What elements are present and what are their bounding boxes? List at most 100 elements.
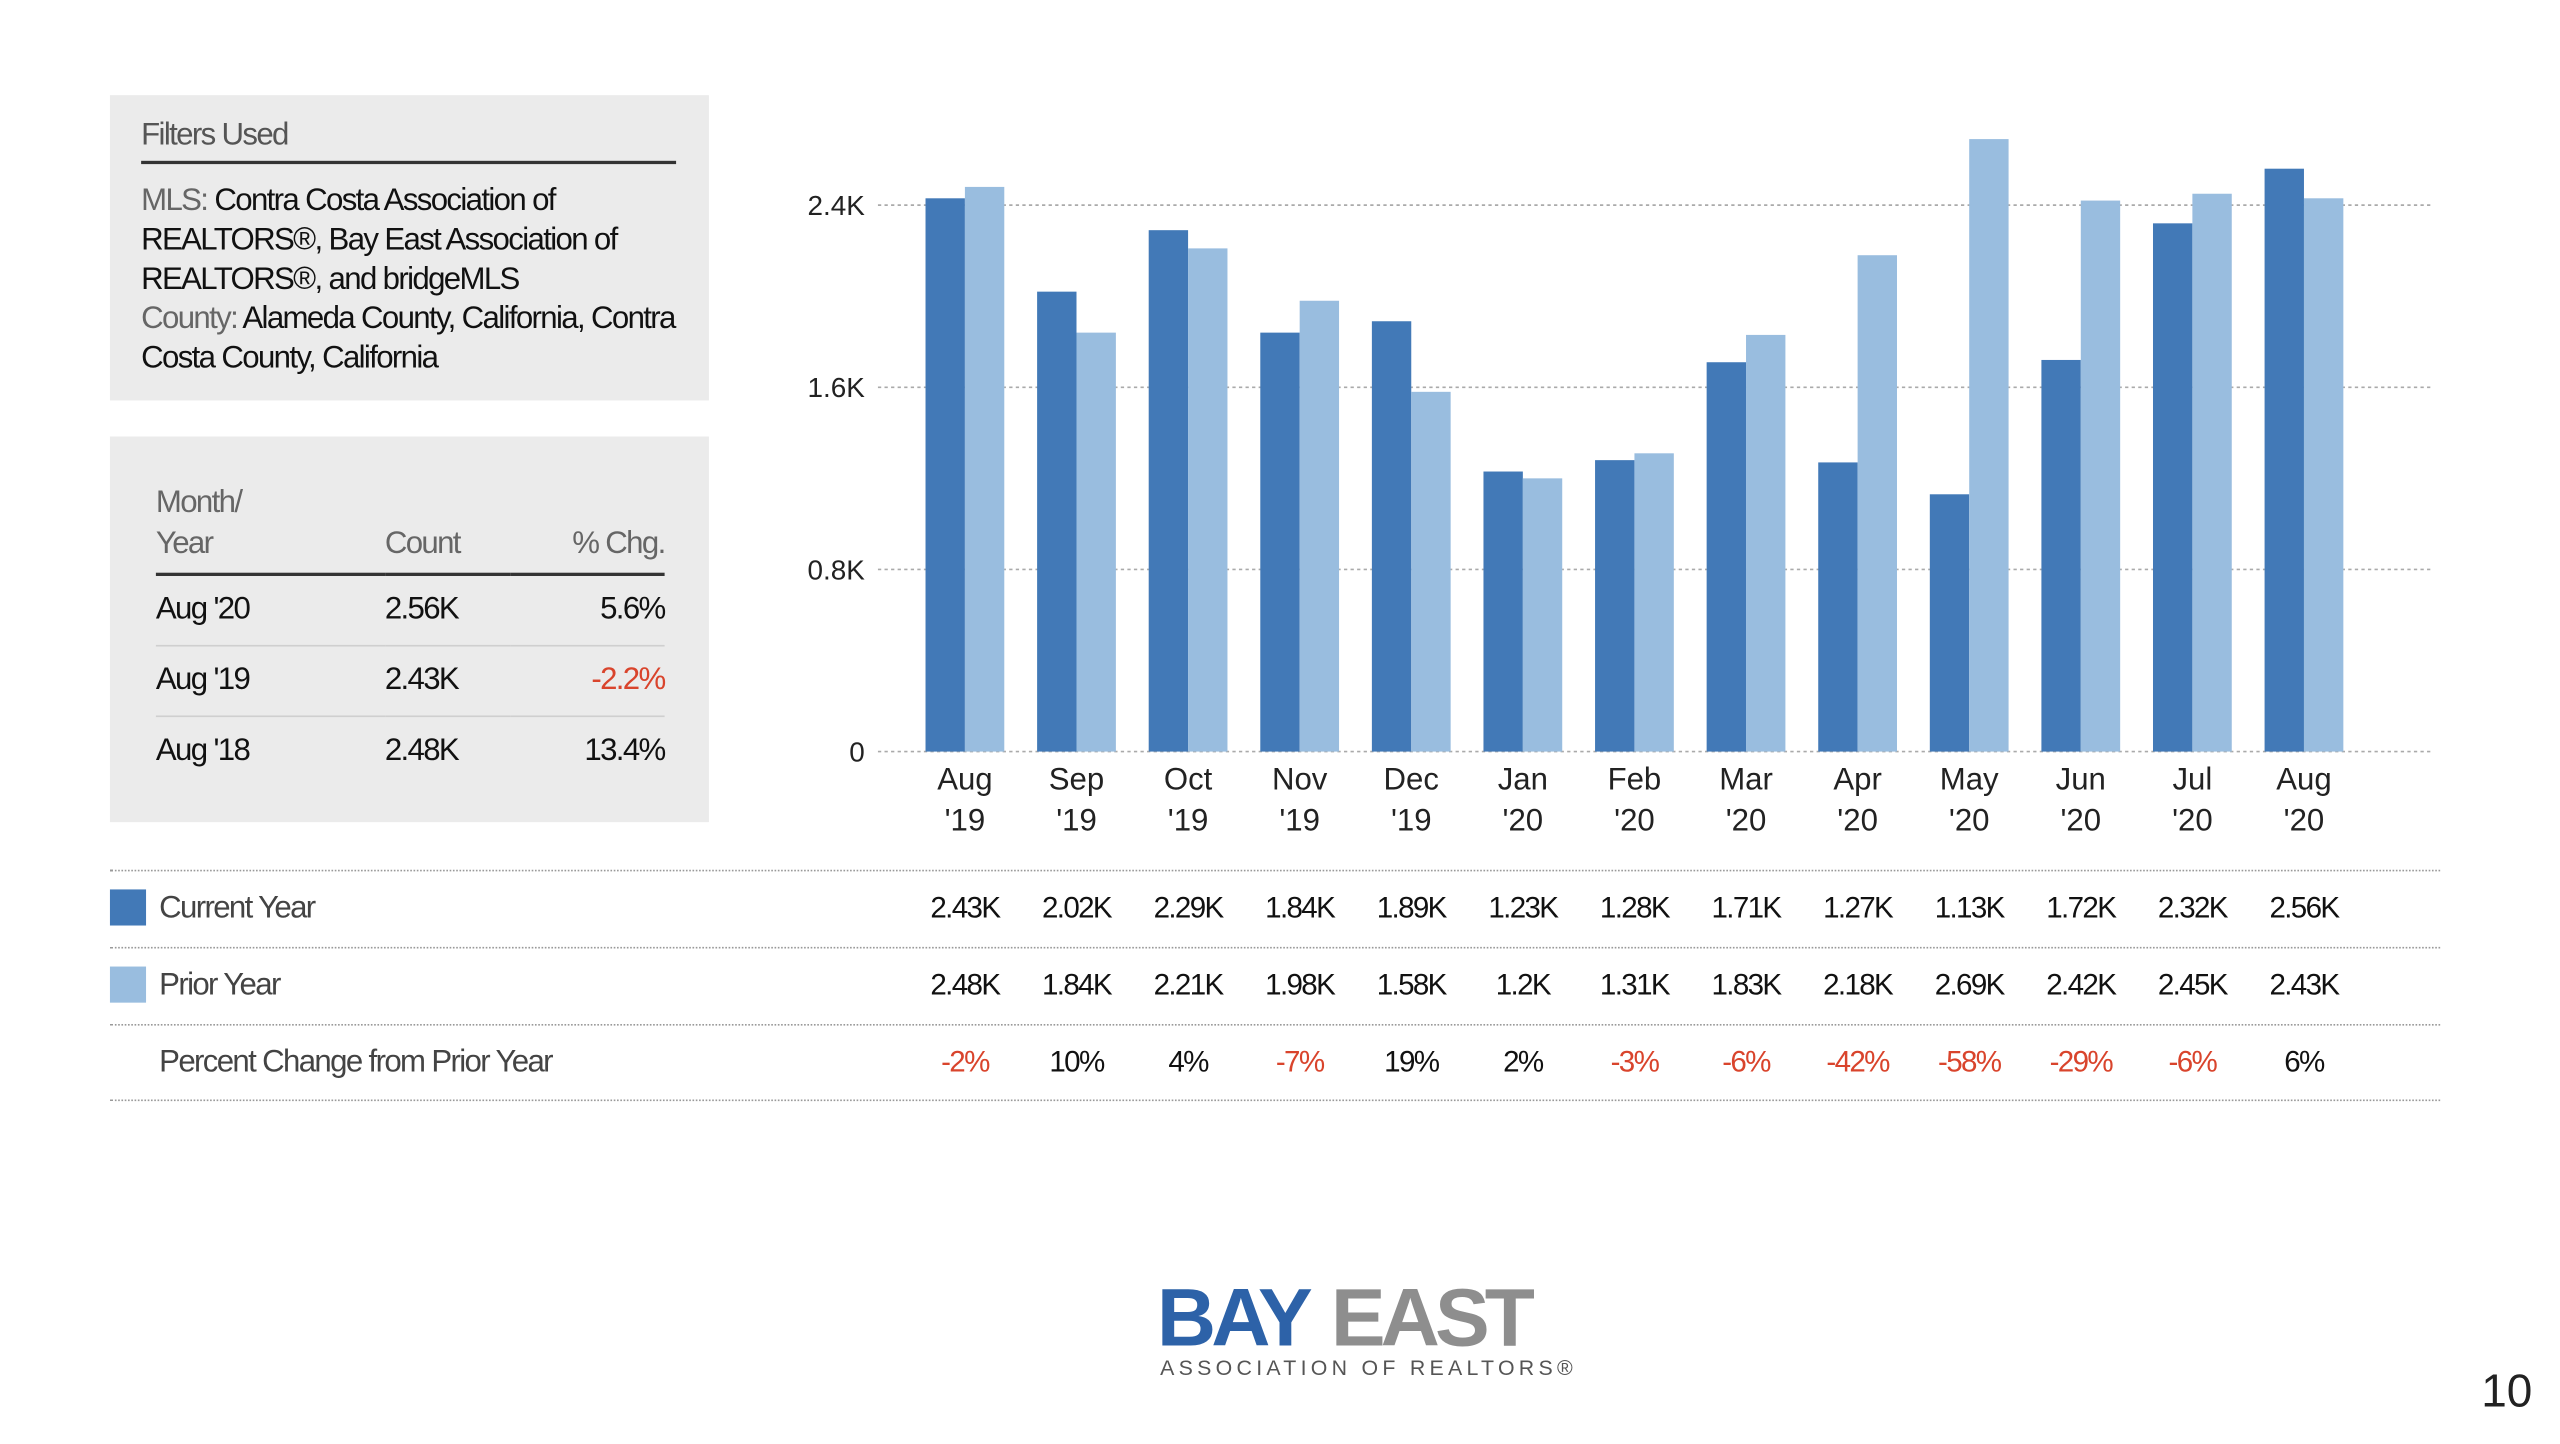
county-value: Alameda County, California, Contra Costa…: [141, 301, 676, 376]
bar-prior-year: [1857, 255, 1897, 752]
table-cell: 1.27K: [1823, 891, 1894, 924]
percent-change-row: Percent Change from Prior Year -2% 10% 4% -…: [109, 1023, 2441, 1102]
table-cell: -3%: [1610, 1045, 1660, 1079]
summary-count: 2.48K: [384, 733, 460, 768]
x-tick-label: Nov: [1272, 761, 1328, 796]
bar-current-year: [1483, 471, 1523, 752]
x-tick-label: '20: [1503, 802, 1544, 837]
bar-current-year: [1260, 332, 1300, 752]
bar-current-year: [1929, 494, 1970, 752]
table-cell: 1.28K: [1599, 891, 1671, 924]
table-cell: 10%: [1049, 1045, 1105, 1079]
summary-panel: Month/Year Count % Chg. Aug '20 2.56K 5.…: [109, 436, 709, 823]
x-tick-label: Apr: [1833, 761, 1881, 796]
prior-year-row: Prior Year 2.48K 1.84K 2.21K 1.98K 1.58K 1.2K…: [109, 946, 2441, 1024]
x-tick-label: Sep: [1049, 761, 1104, 796]
prior-year-label: Prior Year: [159, 968, 281, 1003]
x-tick-label: '19: [1056, 802, 1097, 837]
table-cell: 2.02K: [1041, 891, 1113, 924]
summary-row: Aug '19 2.43K -2.2%: [155, 645, 666, 718]
x-tick-label: '20: [1949, 802, 1990, 837]
x-tick-label: Aug: [937, 761, 992, 796]
y-tick-label: 0.8K: [807, 554, 865, 585]
table-cell: 4%: [1168, 1045, 1209, 1079]
summary-month: Aug '19: [155, 645, 385, 718]
logo-bay: BAY: [1157, 1273, 1312, 1363]
x-tick-label: '19: [945, 802, 986, 837]
bar-current-year: [2152, 223, 2193, 752]
table-cell: 1.84K: [1265, 891, 1336, 924]
bar-prior-year: [1299, 300, 1340, 752]
bar-prior-year: [1522, 478, 1563, 752]
mls-label: MLS:: [141, 183, 209, 219]
x-tick-label: '20: [1837, 802, 1878, 837]
table-cell: 2.48K: [930, 968, 1001, 1002]
current-year-row: Current Year 2.43K 2.02K 2.29K 1.84K 1.89K 1.…: [109, 869, 2441, 947]
x-tick-label: '20: [2172, 802, 2213, 837]
prior-year-swatch: [109, 966, 147, 1003]
table-cell: 2%: [1503, 1045, 1544, 1079]
table-cell: 2.21K: [1153, 968, 1225, 1002]
table-cell: 2.18K: [1823, 968, 1894, 1002]
table-cell: 2.43K: [930, 891, 1001, 924]
bar-current-year: [1371, 321, 1412, 752]
summary-month: Aug '20: [155, 574, 385, 647]
table-cell: -7%: [1275, 1045, 1325, 1079]
bar-prior-year: [2080, 200, 2121, 752]
table-cell: 2.69K: [1934, 968, 2006, 1002]
x-tick-label: '19: [1391, 802, 1432, 837]
x-tick-label: Aug: [2276, 761, 2331, 796]
summary-header-count: Count: [384, 482, 511, 576]
mls-value: Contra Costa Association of REALTORS®, B…: [141, 183, 618, 298]
bar-prior-year: [2192, 193, 2232, 752]
table-cell: 6%: [2284, 1045, 2325, 1079]
county-label: County:: [141, 301, 239, 337]
x-tick-label: '20: [2060, 802, 2101, 837]
y-tick-label: 0: [849, 736, 865, 767]
table-cell: 2.45K: [2157, 968, 2229, 1002]
table-cell: 2.32K: [2157, 891, 2229, 924]
bar-prior-year: [964, 186, 1005, 752]
summary-header-row: Month/Year Count % Chg.: [155, 482, 666, 576]
bar-prior-year: [1634, 453, 1674, 752]
bar-current-year: [2041, 359, 2081, 752]
x-tick-label: Oct: [1164, 761, 1213, 796]
x-tick-label: '19: [1279, 802, 1320, 837]
table-cell: 1.2K: [1495, 968, 1552, 1002]
table-cell: 1.83K: [1711, 968, 1783, 1002]
filters-panel: Filters Used MLS: Contra Costa Associati…: [109, 95, 709, 401]
table-cell: -2%: [941, 1045, 990, 1079]
bar-prior-year: [1746, 334, 1786, 752]
summary-count: 2.56K: [384, 574, 511, 647]
chart-data-table: Current Year 2.43K 2.02K 2.29K 1.84K 1.89K 1.…: [109, 869, 2441, 1102]
table-cell: 19%: [1384, 1045, 1440, 1079]
x-tick-label: Feb: [1608, 761, 1662, 796]
x-tick-label: May: [1940, 761, 1999, 796]
table-cell: 1.84K: [1041, 968, 1113, 1002]
page-number: 10: [2481, 1365, 2533, 1417]
summary-pct: 13.4%: [584, 733, 666, 768]
summary-month: Aug '18: [155, 733, 251, 768]
filters-county: County: Alameda County, California, Cont…: [141, 300, 676, 379]
table-cell: 2.43K: [2269, 968, 2340, 1002]
logo-tagline: ASSOCIATION OF REALTORS®: [1160, 1356, 1577, 1380]
x-tick-label: Jul: [2172, 761, 2212, 796]
x-tick-label: '20: [1726, 802, 1767, 837]
current-year-label: Current Year: [159, 891, 316, 926]
table-cell: 2.42K: [2046, 968, 2117, 1002]
bayeast-logo: BAY EAST ASSOCIATION OF REALTORS®: [1157, 1273, 1577, 1380]
bar-current-year: [1595, 460, 1635, 752]
table-cell: 1.58K: [1376, 968, 1448, 1002]
summary-table: Month/Year Count % Chg. Aug '20 2.56K 5.…: [155, 482, 666, 786]
logo-east: EAST: [1331, 1273, 1535, 1363]
x-tick-label: Jan: [1498, 761, 1548, 796]
x-tick-label: '20: [1614, 802, 1655, 837]
bar-prior-year: [1188, 248, 1228, 752]
table-cell: 1.71K: [1711, 891, 1783, 924]
filters-mls: MLS: Contra Costa Association of REALTOR…: [141, 182, 676, 300]
bar-prior-year: [1076, 332, 1116, 752]
table-cell: 1.13K: [1934, 891, 2006, 924]
x-tick-label: Mar: [1719, 761, 1773, 796]
table-cell: -58%: [1937, 1045, 2002, 1079]
